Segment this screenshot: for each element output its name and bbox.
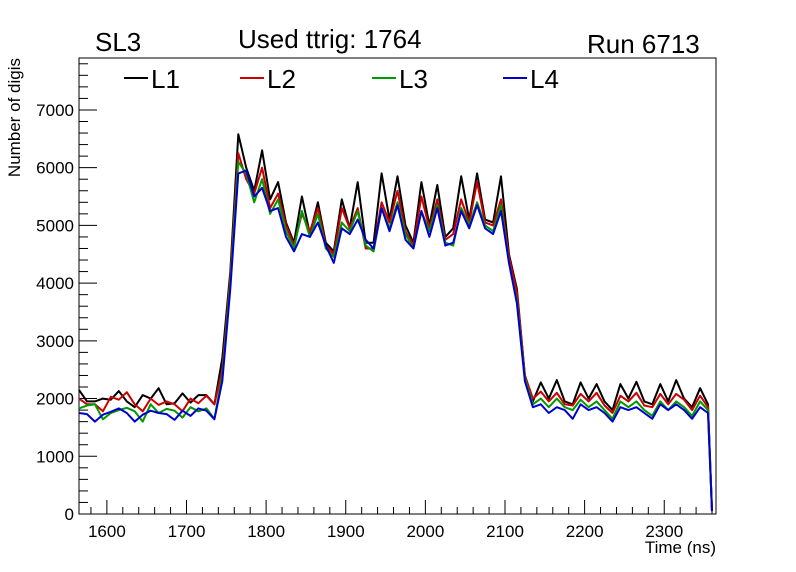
series-line-l2 bbox=[78, 152, 713, 512]
y-tick-label: 3000 bbox=[36, 332, 74, 351]
x-tick-label: 1700 bbox=[168, 522, 206, 541]
x-tick-label: 2200 bbox=[566, 522, 604, 541]
x-tick-label: 2000 bbox=[406, 522, 444, 541]
series-line-l1 bbox=[78, 133, 713, 512]
superlayer-label: SL3 bbox=[95, 27, 142, 57]
series-layer bbox=[78, 133, 713, 512]
legend: L1 L2 L3 L4 bbox=[124, 64, 559, 94]
axes: 1600 1700 1800 1900 2000 2100 2200 2300 0 1000 200… bbox=[36, 63, 713, 541]
y-tick-label: 6000 bbox=[36, 159, 74, 178]
x-tick-label: 1600 bbox=[88, 522, 126, 541]
legend-label-l4: L4 bbox=[530, 64, 559, 94]
y-tick-label: 7000 bbox=[36, 101, 74, 120]
y-tick-label: 0 bbox=[65, 505, 74, 524]
legend-label-l3: L3 bbox=[399, 64, 428, 94]
series-line-l3 bbox=[78, 160, 713, 512]
run-label: Run 6713 bbox=[587, 29, 700, 59]
y-tick-label: 1000 bbox=[36, 447, 74, 466]
x-tick-label: 2300 bbox=[645, 522, 683, 541]
x-tick-label: 2100 bbox=[486, 522, 524, 541]
y-axis-label: Number of digis bbox=[5, 58, 24, 177]
y-tick-label: 2000 bbox=[36, 390, 74, 409]
chart-title: Used ttrig: 1764 bbox=[238, 24, 422, 54]
series-line-l4 bbox=[78, 169, 713, 512]
y-tick-label: 4000 bbox=[36, 274, 74, 293]
y-tick-label: 5000 bbox=[36, 216, 74, 235]
x-tick-label: 1900 bbox=[327, 522, 365, 541]
x-axis-label: Time (ns) bbox=[645, 538, 716, 557]
legend-label-l2: L2 bbox=[267, 64, 296, 94]
x-tick-label: 1800 bbox=[247, 522, 285, 541]
plot-frame bbox=[78, 57, 717, 515]
legend-label-l1: L1 bbox=[151, 64, 180, 94]
